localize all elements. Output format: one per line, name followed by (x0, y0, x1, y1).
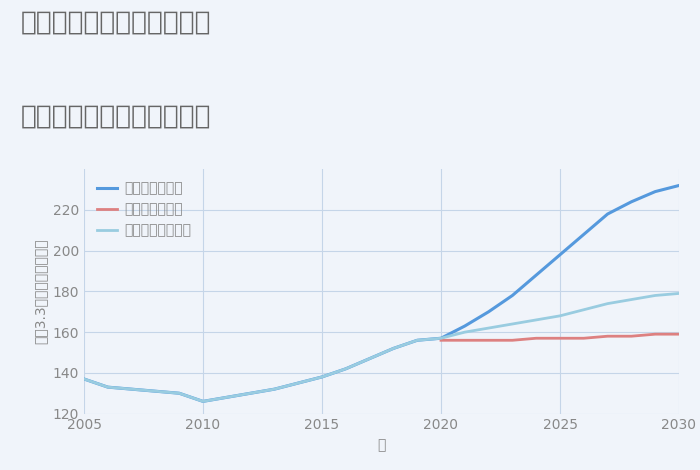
バッドシナリオ (627, 333, 636, 339)
グッドシナリオ (484, 309, 493, 314)
グッドシナリオ (603, 211, 612, 217)
グッドシナリオ (270, 386, 279, 392)
ノーマルシナリオ (246, 391, 255, 396)
グッドシナリオ (199, 399, 207, 404)
グッドシナリオ (413, 337, 421, 343)
ノーマルシナリオ (461, 329, 469, 335)
グッドシナリオ (365, 356, 374, 361)
Line: ノーマルシナリオ: ノーマルシナリオ (84, 293, 679, 401)
グッドシナリオ (389, 345, 398, 351)
ノーマルシナリオ (603, 301, 612, 306)
ノーマルシナリオ (104, 384, 112, 390)
Text: 中古マンションの価格推移: 中古マンションの価格推移 (21, 103, 211, 129)
Y-axis label: 坪（3.3㎡）単価（万円）: 坪（3.3㎡）単価（万円） (33, 239, 47, 344)
ノーマルシナリオ (651, 293, 659, 298)
グッドシナリオ (318, 374, 326, 380)
ノーマルシナリオ (80, 376, 88, 382)
グッドシナリオ (294, 380, 302, 386)
ノーマルシナリオ (318, 374, 326, 380)
X-axis label: 年: 年 (377, 438, 386, 452)
Text: 大阪府豊中市石橋麻田町の: 大阪府豊中市石橋麻田町の (21, 9, 211, 35)
Legend: グッドシナリオ, バッドシナリオ, ノーマルシナリオ: グッドシナリオ, バッドシナリオ, ノーマルシナリオ (91, 176, 197, 243)
ノーマルシナリオ (223, 394, 231, 400)
グッドシナリオ (246, 391, 255, 396)
ノーマルシナリオ (413, 337, 421, 343)
ノーマルシナリオ (270, 386, 279, 392)
ノーマルシナリオ (484, 325, 493, 331)
ノーマルシナリオ (127, 386, 136, 392)
ノーマルシナリオ (437, 336, 445, 341)
バッドシナリオ (437, 337, 445, 343)
グッドシナリオ (675, 183, 683, 188)
ノーマルシナリオ (627, 297, 636, 302)
グッドシナリオ (508, 293, 517, 298)
グッドシナリオ (223, 394, 231, 400)
ノーマルシナリオ (508, 321, 517, 327)
グッドシナリオ (651, 189, 659, 195)
グッドシナリオ (627, 199, 636, 204)
グッドシナリオ (437, 336, 445, 341)
ノーマルシナリオ (175, 391, 183, 396)
バッドシナリオ (651, 331, 659, 337)
Line: グッドシナリオ: グッドシナリオ (84, 186, 679, 401)
ノーマルシナリオ (365, 356, 374, 361)
グッドシナリオ (461, 323, 469, 329)
バッドシナリオ (580, 336, 588, 341)
バッドシナリオ (532, 336, 540, 341)
ノーマルシナリオ (675, 290, 683, 296)
グッドシナリオ (127, 386, 136, 392)
グッドシナリオ (342, 366, 350, 372)
バッドシナリオ (675, 331, 683, 337)
グッドシナリオ (532, 272, 540, 278)
グッドシナリオ (104, 384, 112, 390)
Line: バッドシナリオ: バッドシナリオ (441, 334, 679, 340)
ノーマルシナリオ (556, 313, 564, 319)
バッドシナリオ (603, 333, 612, 339)
ノーマルシナリオ (199, 399, 207, 404)
グッドシナリオ (556, 252, 564, 258)
グッドシナリオ (175, 391, 183, 396)
バッドシナリオ (461, 337, 469, 343)
バッドシナリオ (508, 337, 517, 343)
グッドシナリオ (151, 388, 160, 394)
ノーマルシナリオ (342, 366, 350, 372)
ノーマルシナリオ (294, 380, 302, 386)
バッドシナリオ (484, 337, 493, 343)
ノーマルシナリオ (532, 317, 540, 323)
グッドシナリオ (80, 376, 88, 382)
ノーマルシナリオ (151, 388, 160, 394)
バッドシナリオ (556, 336, 564, 341)
ノーマルシナリオ (580, 307, 588, 313)
グッドシナリオ (580, 232, 588, 237)
ノーマルシナリオ (389, 345, 398, 351)
